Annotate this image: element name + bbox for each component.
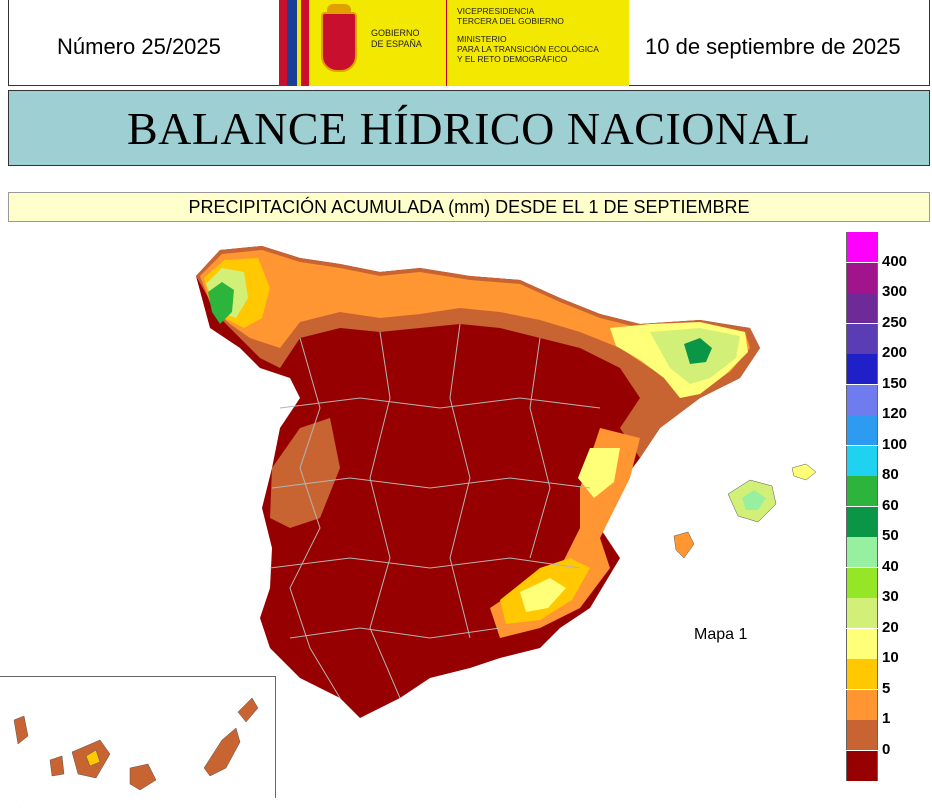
legend-swatch — [846, 537, 878, 567]
valencia-yellow — [578, 448, 620, 498]
legend-swatch — [846, 262, 878, 293]
legend-label: 200 — [882, 344, 908, 361]
legend-swatch — [846, 750, 878, 781]
legend-swatch — [846, 232, 878, 262]
legend-label: 40 — [882, 557, 899, 575]
header-box: Número 25/2025 GOBIERNO DE ESPAÑA VICEPR… — [8, 0, 930, 86]
legend-swatch — [846, 598, 878, 628]
gov-line-1: GOBIERNO — [371, 28, 420, 38]
precipitation-map — [13, 246, 817, 808]
legend-label: 400 — [882, 252, 908, 270]
legend-swatch — [846, 720, 878, 750]
pyrenees-green — [684, 338, 712, 364]
legend-label: 1 — [882, 710, 891, 727]
legend-label: 10 — [882, 649, 899, 666]
legend-label: 30 — [882, 588, 899, 605]
ibiza-island — [673, 531, 695, 559]
legend-swatch — [846, 628, 878, 659]
legend-label: 300 — [882, 283, 908, 300]
page-title: BALANCE HÍDRICO NACIONAL — [126, 102, 812, 154]
legend-label: 100 — [882, 435, 908, 453]
legend-swatch — [846, 567, 878, 598]
map-label: Mapa 1 — [694, 626, 748, 643]
north-amber-band — [200, 250, 750, 388]
ministry-line-2: PARA LA TRANSICIÓN ECOLÓGICA — [457, 44, 599, 54]
legend-swatch — [846, 415, 878, 445]
issue-date: 10 de septiembre de 2025 — [645, 34, 901, 59]
government-logo: GOBIERNO DE ESPAÑA VICEPRESIDENCIA TERCE… — [279, 0, 629, 86]
murcia-yellow — [520, 578, 566, 612]
vp-line-1: VICEPRESIDENCIA — [457, 6, 535, 16]
legend-label: 20 — [882, 618, 899, 636]
galicia-green — [208, 282, 234, 324]
legend-swatch — [846, 659, 878, 689]
gov-line-2: DE ESPAÑA — [371, 39, 422, 49]
legend-label: 150 — [882, 374, 908, 392]
legend-swatch — [846, 293, 878, 323]
legend-swatch — [846, 506, 878, 537]
ministry-line-3: Y EL RETO DEMOGRÁFICO — [457, 54, 568, 64]
legend-label: 60 — [882, 496, 899, 514]
precipitation-legend: 400 300 250 200 150 120 100 80 60 50 40 30 20 10 5 1 0 — [846, 232, 926, 792]
legend-swatch — [846, 323, 878, 354]
legend-swatch — [846, 476, 878, 506]
legend-label: 0 — [882, 740, 891, 758]
ministry-line-1: MINISTERIO — [457, 34, 507, 44]
ministry-text: VICEPRESIDENCIA TERCERA DEL GOBIERNO MIN… — [447, 0, 629, 86]
legend-label: 5 — [882, 679, 891, 697]
menorca-island — [791, 463, 817, 481]
canary-inset-frame — [0, 676, 276, 798]
legend-label: 120 — [882, 405, 908, 422]
legend-swatch — [846, 384, 878, 415]
canary-islands — [13, 697, 259, 808]
coat-of-arms-icon — [309, 0, 367, 86]
west-low-band — [270, 418, 340, 528]
title-banner: BALANCE HÍDRICO NACIONAL — [8, 90, 930, 166]
spain-flag-icon — [279, 0, 309, 86]
legend-label: 80 — [882, 466, 899, 483]
vp-line-2: TERCERA DEL GOBIERNO — [457, 16, 564, 26]
legend-label: 250 — [882, 313, 908, 331]
issue-number: Número 25/2025 — [57, 34, 221, 59]
mallorca-green — [742, 490, 766, 510]
legend-swatch — [846, 354, 878, 384]
map-subtitle: PRECIPITACIÓN ACUMULADA (mm) DESDE EL 1 … — [188, 196, 750, 217]
legend-swatch — [846, 689, 878, 720]
subtitle-banner: PRECIPITACIÓN ACUMULADA (mm) DESDE EL 1 … — [8, 192, 930, 222]
legend-label: 50 — [882, 527, 899, 544]
province-borders — [269, 323, 601, 699]
legend-swatch — [846, 445, 878, 476]
government-name: GOBIERNO DE ESPAÑA — [367, 0, 447, 86]
